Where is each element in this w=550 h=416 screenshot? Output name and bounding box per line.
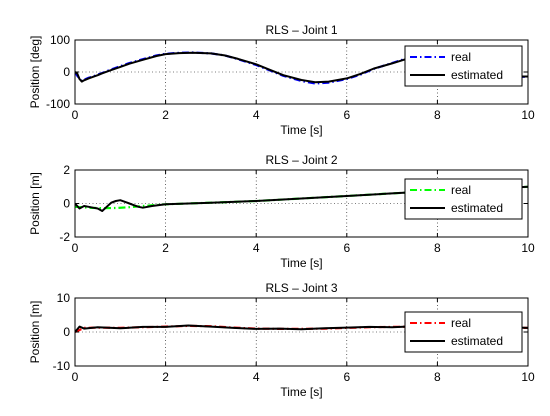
x-tick-label: 2 [162, 370, 169, 384]
x-tick-label: 10 [521, 108, 535, 122]
legend-box [404, 45, 523, 87]
legend-box [404, 311, 523, 353]
x-axis-label: Time [s] [280, 385, 322, 399]
y-tick-label: -2 [59, 230, 70, 244]
series-line-estimated [75, 185, 528, 212]
legend-label-real: real [451, 50, 471, 64]
y-tick-label: 0 [63, 65, 70, 79]
legend: real estimated [404, 311, 523, 353]
x-tick-label: 4 [253, 370, 260, 384]
x-tick-label: 10 [521, 370, 535, 384]
x-tick-label: 2 [162, 241, 169, 255]
x-tick-label: 8 [434, 370, 441, 384]
legend-label-estimated: estimated [451, 201, 503, 215]
x-tick-label: 2 [162, 108, 169, 122]
y-tick-label: -100 [46, 97, 70, 111]
y-tick-label: 0 [63, 325, 70, 339]
legend-label-estimated: estimated [451, 68, 503, 82]
x-axis-label: Time [s] [280, 123, 322, 137]
chart-title: RLS – Joint 1 [265, 23, 337, 37]
x-tick-label: 8 [434, 108, 441, 122]
legend-label-estimated: estimated [451, 334, 503, 348]
x-tick-label: 0 [72, 241, 79, 255]
x-tick-label: 6 [343, 108, 350, 122]
x-tick-label: 8 [434, 241, 441, 255]
y-axis-label: Position [m] [28, 172, 42, 235]
y-tick-label: -10 [53, 359, 71, 373]
y-axis-label: Position [deg] [28, 36, 42, 109]
series-group [75, 185, 528, 212]
x-tick-label: 4 [253, 241, 260, 255]
x-axis-label: Time [s] [280, 256, 322, 270]
x-tick-label: 6 [343, 241, 350, 255]
y-tick-label: 10 [57, 291, 71, 305]
chart-title: RLS – Joint 2 [265, 153, 337, 167]
x-tick-label: 10 [521, 241, 535, 255]
legend-label-real: real [451, 183, 471, 197]
y-tick-label: 0 [63, 197, 70, 211]
y-tick-label: 2 [63, 163, 70, 177]
x-tick-label: 0 [72, 108, 79, 122]
legend-box [404, 178, 523, 220]
y-tick-label: 100 [50, 33, 70, 47]
x-tick-label: 0 [72, 370, 79, 384]
x-tick-label: 6 [343, 370, 350, 384]
legend: real estimated [404, 178, 523, 220]
legend: real estimated [404, 45, 523, 87]
chart-title: RLS – Joint 3 [265, 281, 337, 295]
x-tick-label: 4 [253, 108, 260, 122]
y-axis-label: Position [m] [28, 301, 42, 364]
legend-label-real: real [451, 316, 471, 330]
